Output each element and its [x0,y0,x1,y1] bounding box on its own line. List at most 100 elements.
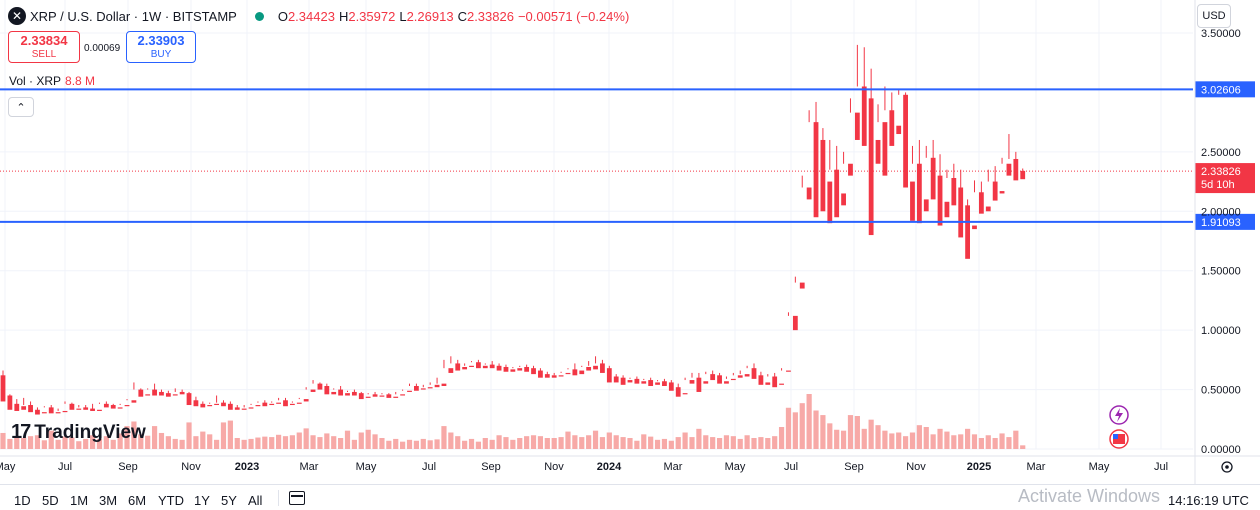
candle-body [345,393,350,396]
candle-body [779,383,784,385]
volume-bar [558,437,564,449]
volume-bar [854,416,860,449]
volume-bar [641,434,647,449]
volume-bar [468,438,475,449]
candle-body [482,365,488,369]
candle-body [744,374,750,377]
range-1d-button[interactable]: 1D [14,493,31,508]
volume-bar [14,437,20,449]
buy-button[interactable]: 2.33903 BUY [126,31,196,63]
clock-display[interactable]: 14:16:19 UTC [1168,493,1249,508]
candle-body [730,378,736,381]
candle-body [97,409,102,411]
candle-body [648,380,654,387]
candle-body [861,86,867,146]
gear-icon[interactable] [1221,461,1233,473]
volume-bar [537,436,544,449]
candle-body [338,389,344,396]
candle-body [792,315,798,331]
x-tick-label: Jul [1154,461,1168,473]
volume-bar [661,438,668,449]
sell-button[interactable]: 2.33834 SELL [8,31,80,63]
volume-bar [544,438,550,449]
volume-bar [220,422,227,449]
market-status-icon[interactable] [254,11,264,21]
candle-body [531,368,536,375]
volume-bar [303,428,309,449]
candle-body [276,402,281,404]
volume-bar [482,438,488,449]
volume-bars [0,394,1026,449]
x-tick-label: 2024 [597,461,622,473]
volume-bar [489,439,495,449]
candle-body [207,405,213,407]
x-tick-label: Sep [481,461,501,473]
range-5y-button[interactable]: 5Y [221,493,237,508]
volume-bar [213,439,220,449]
candle-body [958,187,964,238]
candle-body [455,363,461,371]
candle-body [999,191,1005,194]
candle-body [310,389,316,392]
candle-body [255,405,261,407]
candle-body [469,365,474,367]
candle-body [103,403,109,408]
volume-bar [909,432,916,449]
volume-bar [1013,430,1019,449]
last-price-label: 2.33826 [1201,166,1241,178]
volume-bar [889,433,895,449]
volume-bar [379,438,385,449]
volume-bar [27,436,34,449]
volume-bar [840,430,847,449]
volume-bar [186,422,192,449]
volume-bar [971,434,978,449]
candle-body [296,402,302,404]
candle-body [358,393,364,400]
candle-body [165,393,171,397]
volume-legend[interactable]: Vol · XRP 8.8 M [9,74,95,88]
tradingview-mark-icon: 17 [11,421,31,443]
range-3m-button[interactable]: 3M [99,493,118,508]
range-6m-button[interactable]: 6M [128,493,147,508]
candle-body [427,387,433,389]
range-1y-button[interactable]: 1Y [194,493,210,508]
sell-label: SELL [31,49,57,60]
volume-bar [785,407,792,449]
candle-body [786,370,791,372]
candle-body [806,187,812,200]
candle-body [868,98,874,236]
candle-body [662,381,667,387]
volume-bar [117,433,123,449]
range-all-button[interactable]: All [248,493,263,508]
candle-body [400,394,406,396]
toolbar-divider [278,490,279,506]
candle-body [221,402,226,407]
calendar-icon[interactable] [289,491,305,505]
collapse-legend-button[interactable]: ⌃ [8,97,34,117]
volume-bar [579,437,585,449]
candle-body [83,407,89,410]
volume-bar [358,432,364,449]
candle-body [172,394,178,396]
volume-bar [276,434,282,449]
volume-bar [586,435,592,449]
volume-bar [448,432,454,449]
candle-body [827,181,833,224]
volume-bar [269,437,275,449]
bar-countdown-label: 5d 10h [1201,179,1235,191]
windows-activation-watermark: Activate Windows [1018,486,1161,506]
currency-selector[interactable]: USD [1197,4,1231,28]
range-5d-button[interactable]: 5D [42,493,59,508]
low-value: 2.26913 [406,8,454,24]
volume-bar [696,428,702,449]
volume-bar [441,426,447,449]
range-1m-button[interactable]: 1M [70,493,89,508]
volume-bar [744,435,750,449]
range-ytd-button[interactable]: YTD [158,493,184,508]
volume-bar [365,429,371,449]
symbol-title[interactable]: XRP / U.S. Dollar · 1W · BITSTAMP [30,8,237,24]
volume-bar [255,437,261,449]
volume-bar [351,439,357,449]
